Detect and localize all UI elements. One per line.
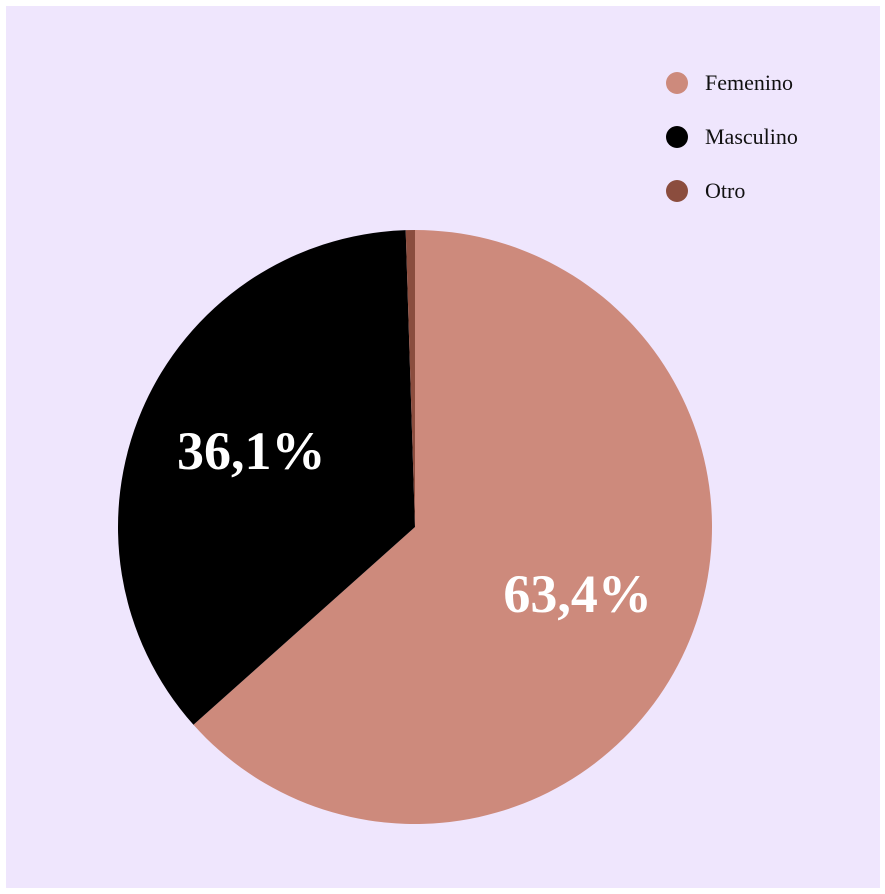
legend-swatch-masculino (666, 126, 688, 148)
legend-label-otro: Otro (705, 178, 746, 203)
chart-legend: Femenino Masculino Otro (666, 56, 798, 218)
pie-slice-femenino[interactable] (193, 230, 713, 824)
legend-item-masculino[interactable]: Masculino (666, 110, 798, 164)
pie-slices (118, 230, 713, 824)
slice-label-femenino: 63,4% (503, 564, 652, 624)
legend-swatch-otro (666, 180, 688, 202)
legend-item-otro[interactable]: Otro (666, 164, 798, 218)
pie-slice-otro[interactable] (405, 230, 415, 527)
legend-label-masculino: Masculino (705, 124, 798, 149)
pie-slice-masculino[interactable] (118, 230, 415, 725)
legend-item-femenino[interactable]: Femenino (666, 56, 798, 110)
legend-swatch-femenino (666, 72, 688, 94)
slice-label-masculino: 36,1% (177, 421, 326, 481)
legend-label-femenino: Femenino (705, 70, 793, 95)
pie-labels: 63,4% 36,1% (177, 421, 652, 624)
